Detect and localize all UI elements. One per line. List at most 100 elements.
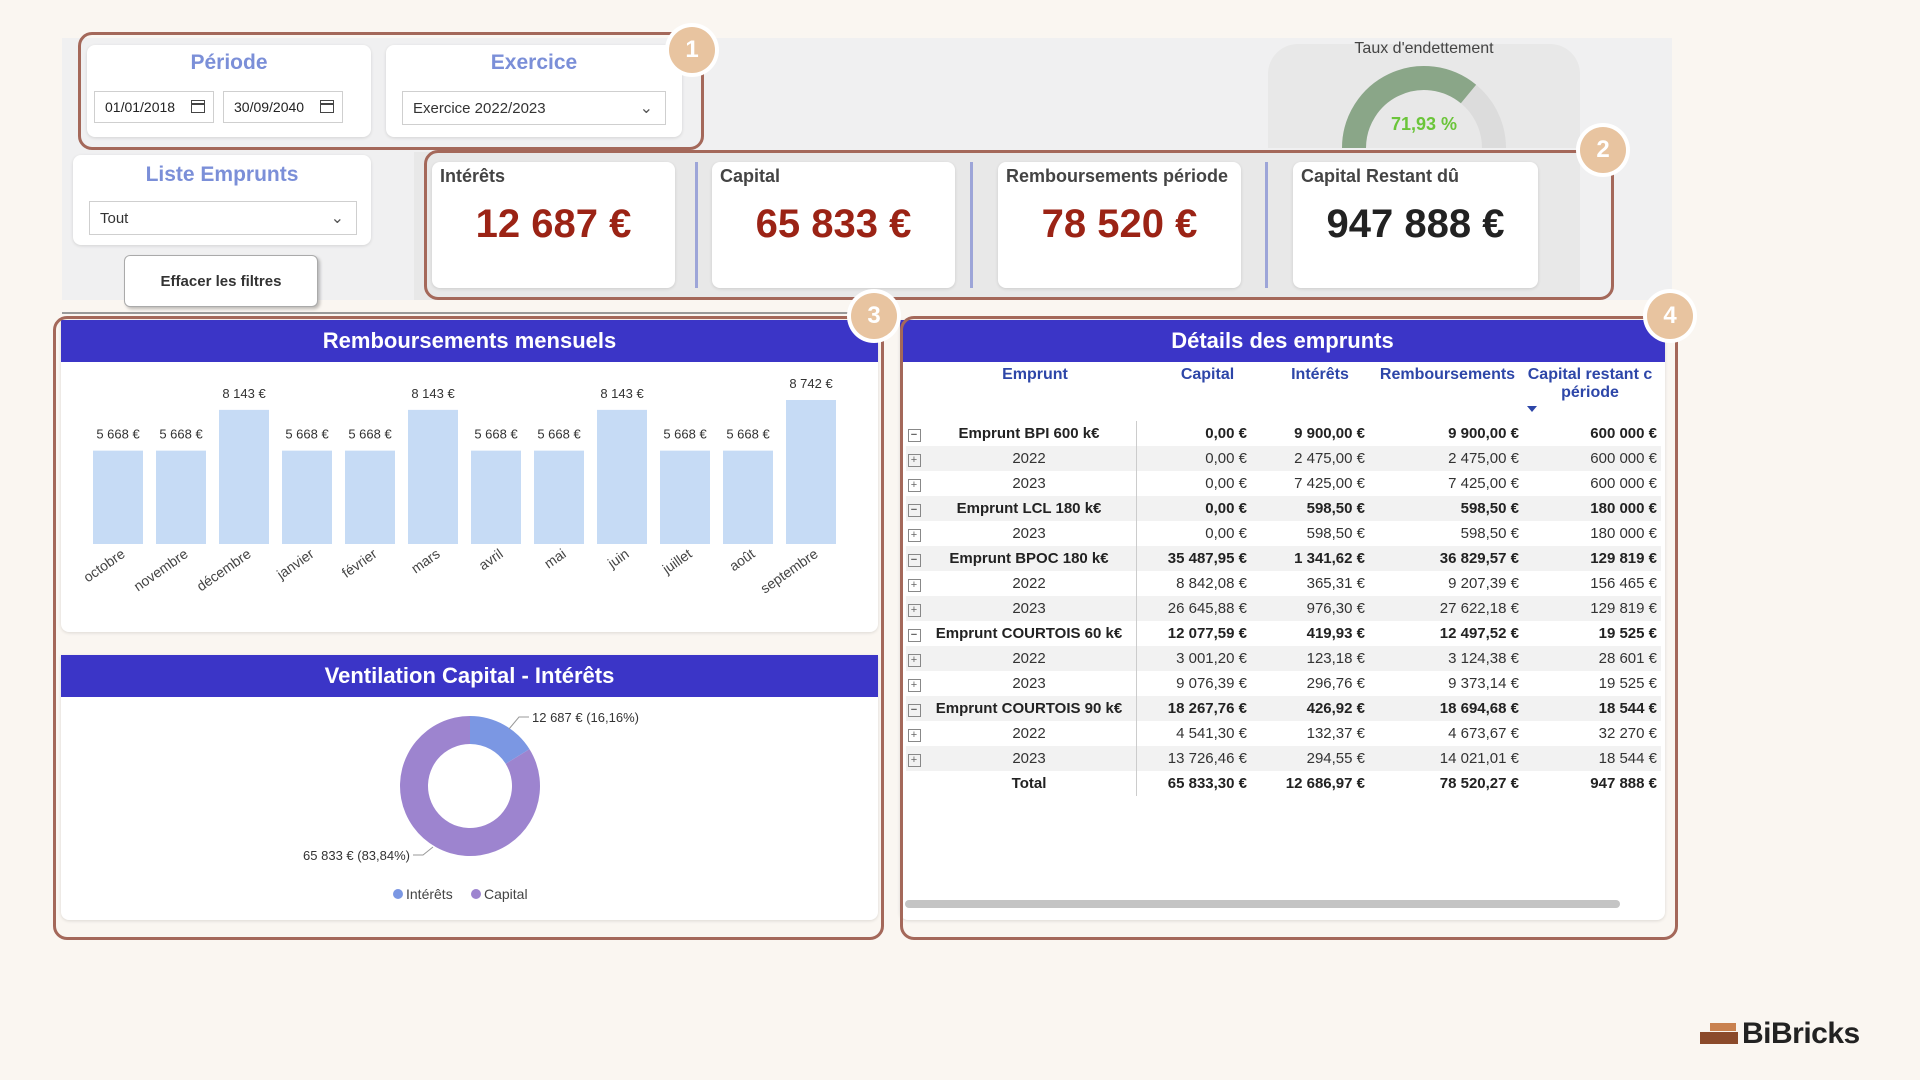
collapse-icon[interactable]: − bbox=[907, 554, 921, 567]
bar-data-label: 5 668 € bbox=[537, 427, 581, 442]
capital-restant-cell: 600 000 € bbox=[1590, 475, 1657, 492]
kpi-capital-restant: Capital Restant dû 947 888 € bbox=[1293, 162, 1538, 288]
table-row[interactable]: − Emprunt LCL 180 k€ 0,00 €598,50 €598,50 … bbox=[906, 496, 1661, 521]
clear-filters-button[interactable]: Effacer les filtres bbox=[124, 255, 318, 307]
collapse-icon[interactable]: − bbox=[907, 629, 921, 642]
expand-icon[interactable]: + bbox=[907, 579, 921, 592]
section-divider bbox=[62, 312, 882, 314]
expand-cell[interactable]: + bbox=[906, 596, 922, 621]
total-row[interactable]: Total 65 833,30 € 12 686,97 € 78 520,27 € 94… bbox=[906, 771, 1661, 796]
table-row[interactable]: +2023 0,00 € 7 425,00 € 7 425,00 € 600 000 € bbox=[906, 471, 1661, 496]
expand-icon[interactable]: + bbox=[907, 479, 921, 492]
annotation-badge-1: 1 bbox=[669, 27, 715, 73]
expand-cell[interactable]: − bbox=[906, 496, 922, 521]
interets-cell: 12 686,97 € bbox=[1285, 775, 1365, 792]
kpi-label: Capital Restant dû bbox=[1301, 166, 1460, 186]
liste-emprunts-dropdown[interactable]: Tout ⌄ bbox=[89, 201, 357, 235]
table-row[interactable]: − Emprunt BPOC 180 k€ 35 487,95 €1 341,62 … bbox=[906, 546, 1661, 571]
bar[interactable] bbox=[219, 409, 269, 544]
donut-slice[interactable] bbox=[470, 716, 530, 764]
table-row[interactable]: +2022 3 001,20 €123,18 €3 124,38 €28 601 … bbox=[906, 646, 1661, 671]
start-date-input[interactable]: 01/01/2018 bbox=[94, 91, 214, 123]
expand-icon[interactable]: + bbox=[907, 654, 921, 667]
bar[interactable] bbox=[660, 450, 710, 544]
table-row[interactable]: +2022 4 541,30 € 132,37 € 4 673,67 € 32 270 … bbox=[906, 721, 1661, 746]
interets-cell: 294,55 € bbox=[1251, 746, 1369, 771]
bar[interactable] bbox=[345, 450, 395, 544]
kpi-label: Capital bbox=[720, 166, 781, 186]
exercice-dropdown[interactable]: Exercice 2022/2023 ⌄ bbox=[402, 91, 666, 125]
table-row[interactable]: − Emprunt COURTOIS 60 k€ 12 077,59 € 419,93… bbox=[906, 621, 1661, 646]
expand-cell[interactable]: + bbox=[906, 746, 922, 771]
expand-cell[interactable]: + bbox=[906, 571, 922, 596]
header-capital[interactable]: Capital bbox=[1180, 366, 1235, 383]
kpi-value: 947 888 € bbox=[1326, 202, 1505, 246]
header-interets[interactable]: Intérêts bbox=[1291, 366, 1349, 383]
table-row[interactable]: +2022 8 842,08 € 365,31 € 9 207,39 € 156 465… bbox=[906, 571, 1661, 596]
remboursements-cell: 18 694,68 € bbox=[1369, 696, 1523, 721]
bar[interactable] bbox=[282, 450, 332, 544]
header-capital-restant[interactable]: Capital restant c période bbox=[1525, 366, 1655, 402]
table-row[interactable]: +2022 0,00 €2 475,00 €2 475,00 €600 000 € bbox=[906, 446, 1661, 471]
table-row[interactable]: +2023 9 076,39 € 296,76 € 9 373,14 € 19 525 … bbox=[906, 671, 1661, 696]
expand-icon[interactable]: + bbox=[907, 454, 921, 467]
table-row[interactable]: − Emprunt BPI 600 k€ 0,00 € 9 900,00 € 9 900… bbox=[906, 421, 1661, 446]
bar[interactable] bbox=[597, 409, 647, 544]
name-cell: 2023 bbox=[922, 521, 1137, 546]
bar[interactable] bbox=[723, 450, 773, 544]
bar-data-label: 5 668 € bbox=[663, 427, 707, 442]
kpi-value: 12 687 € bbox=[475, 202, 632, 246]
chevron-down-icon[interactable]: ⌄ bbox=[330, 210, 344, 227]
expand-icon[interactable]: + bbox=[907, 679, 921, 692]
bar[interactable] bbox=[534, 450, 584, 544]
table-row[interactable]: +2023 13 726,46 €294,55 €14 021,01 €18 54… bbox=[906, 746, 1661, 771]
bar[interactable] bbox=[471, 450, 521, 544]
collapse-icon[interactable]: − bbox=[907, 504, 921, 517]
table-row[interactable]: +2023 0,00 € 598,50 € 598,50 € 180 000 € bbox=[906, 521, 1661, 546]
bar[interactable] bbox=[93, 450, 143, 544]
collapse-icon[interactable]: − bbox=[907, 704, 921, 717]
legend-item[interactable]: Intérêts bbox=[406, 886, 453, 902]
expand-icon[interactable]: + bbox=[907, 604, 921, 617]
expand-cell[interactable]: − bbox=[906, 621, 922, 646]
expand-cell[interactable]: + bbox=[906, 521, 922, 546]
horizontal-scrollbar[interactable] bbox=[905, 900, 1620, 908]
calendar-icon[interactable] bbox=[191, 100, 205, 113]
expand-cell[interactable]: + bbox=[906, 671, 922, 696]
callout-line bbox=[508, 716, 529, 730]
remboursements-cell: 598,50 € bbox=[1369, 496, 1523, 521]
capital-cell: 0,00 € bbox=[1205, 425, 1247, 442]
table-row[interactable]: − Emprunt COURTOIS 90 k€ 18 267,76 €426,92… bbox=[906, 696, 1661, 721]
bar-data-label: 5 668 € bbox=[726, 427, 770, 442]
expand-icon[interactable]: + bbox=[907, 729, 921, 742]
expand-cell[interactable]: + bbox=[906, 471, 922, 496]
expand-cell[interactable]: − bbox=[906, 421, 922, 446]
expand-icon[interactable]: + bbox=[907, 529, 921, 542]
expand-cell[interactable]: − bbox=[906, 546, 922, 571]
remboursements-cell: 598,50 € bbox=[1460, 525, 1519, 542]
end-date-input[interactable]: 30/09/2040 bbox=[223, 91, 343, 123]
annotation-box-2 bbox=[424, 150, 1614, 300]
expand-cell[interactable]: + bbox=[906, 646, 922, 671]
end-date-value: 30/09/2040 bbox=[234, 99, 305, 115]
header-remboursements[interactable]: Remboursements bbox=[1379, 366, 1516, 383]
legend-item[interactable]: Capital bbox=[484, 886, 528, 902]
remboursements-cell: 27 622,18 € bbox=[1369, 596, 1523, 621]
sort-descending-icon[interactable] bbox=[1527, 406, 1537, 412]
chevron-down-icon[interactable]: ⌄ bbox=[639, 100, 653, 117]
bar[interactable] bbox=[408, 409, 458, 544]
expand-icon[interactable]: + bbox=[907, 754, 921, 767]
bar[interactable] bbox=[786, 400, 836, 544]
exercice-slicer: Exercice Exercice 2022/2023 ⌄ bbox=[386, 45, 682, 137]
header-emprunt[interactable]: Emprunt bbox=[1002, 366, 1068, 383]
expand-cell[interactable]: + bbox=[906, 446, 922, 471]
table-row[interactable]: +2023 26 645,88 €976,30 €27 622,18 €129 8… bbox=[906, 596, 1661, 621]
calendar-icon[interactable] bbox=[320, 100, 334, 113]
donut-slice[interactable] bbox=[400, 716, 540, 856]
interets-cell: 1 341,62 € bbox=[1251, 546, 1369, 571]
expand-cell[interactable]: + bbox=[906, 721, 922, 746]
collapse-icon[interactable]: − bbox=[907, 429, 921, 442]
bar[interactable] bbox=[156, 450, 206, 544]
gauge-panel: Taux d'endettement 71,93 % bbox=[1268, 40, 1580, 148]
expand-cell[interactable]: − bbox=[906, 696, 922, 721]
